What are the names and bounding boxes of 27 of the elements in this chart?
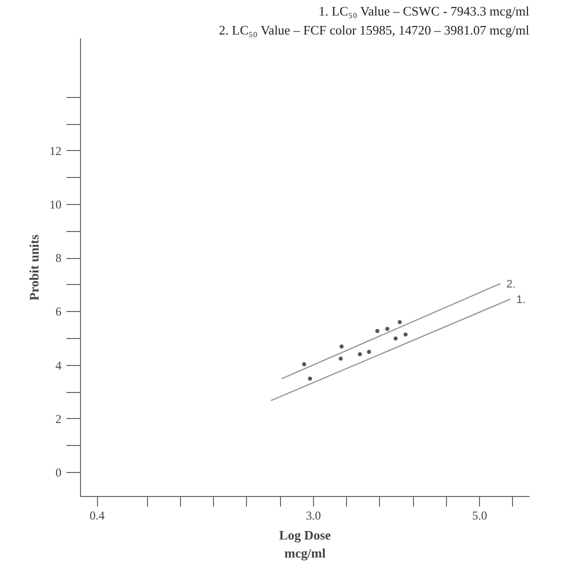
x-tick-label: 3.0 [306, 508, 321, 522]
y-tick-label: 2 [56, 412, 62, 426]
point [340, 344, 344, 349]
point [367, 350, 372, 354]
point [302, 362, 306, 366]
point [338, 356, 343, 361]
y-tick-label: 0 [56, 465, 62, 480]
point [358, 352, 362, 356]
x-tick-label: 5.0 [472, 508, 488, 522]
point [404, 332, 408, 336]
series-label: 1. [516, 294, 526, 306]
point [308, 376, 312, 381]
y-tick-label: 12 [50, 144, 62, 158]
y-tick-label: 8 [56, 251, 62, 266]
point [385, 326, 390, 331]
point [375, 328, 380, 333]
text: 1. LC₅₀ Value – CSWC - 7943.3 mcg/ml [318, 4, 530, 18]
x-tick-label: 0.4 [90, 508, 105, 522]
y-axis-title: Probit units [26, 234, 42, 300]
text: 2. LC₅₀ Value – FCF color 15985, 14720 – 3981.07 mcg/ml [218, 22, 530, 38]
series-label: 2. [506, 278, 516, 291]
y-tick-label: 4 [56, 358, 62, 372]
point [398, 320, 402, 324]
y-tick-label: 10 [50, 198, 62, 212]
x-axis-title: Log Dose mcg/ml [279, 528, 332, 560]
point [394, 336, 398, 340]
y-tick-label: 6 [56, 304, 62, 319]
